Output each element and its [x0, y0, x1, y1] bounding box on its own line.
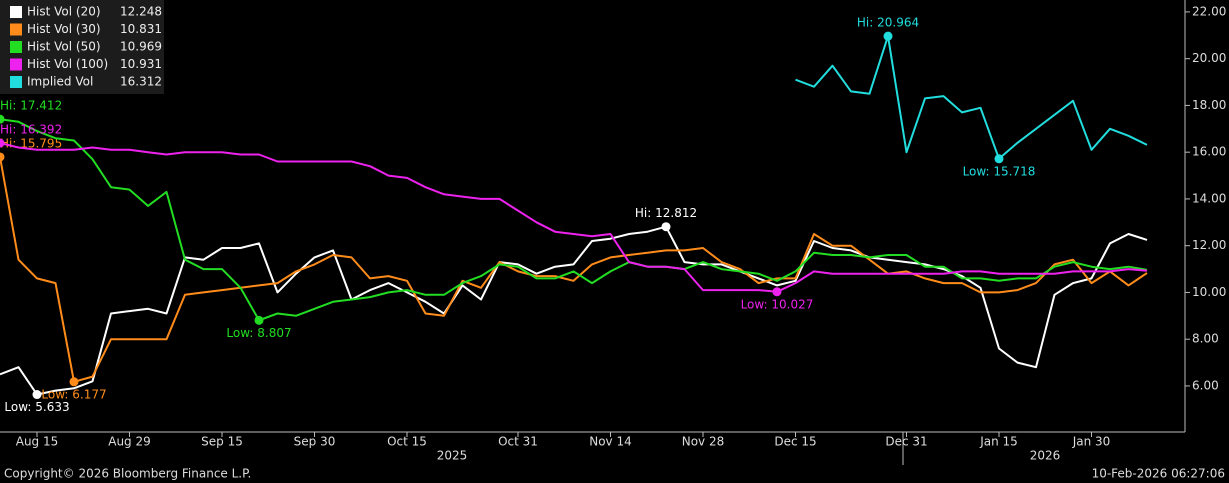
legend-swatch: [10, 23, 22, 36]
extreme-marker: [254, 315, 264, 325]
legend-label: Hist Vol (30): [27, 22, 101, 36]
extreme-marker: [32, 390, 42, 400]
legend-label: Hist Vol (50): [27, 40, 101, 54]
extreme-marker: [661, 222, 671, 232]
legend-value: 10.931: [120, 57, 162, 71]
x-tick-label: Dec 15: [774, 435, 816, 449]
legend-value: 10.831: [120, 22, 162, 36]
y-tick-label: 6.00: [1192, 378, 1219, 392]
y-tick-label: 10.00: [1192, 285, 1226, 299]
extreme-label: Low: 6.177: [41, 387, 106, 401]
x-tick-label: Oct 15: [387, 435, 427, 449]
legend-value: 12.248: [120, 5, 162, 19]
extreme-label: Low: 10.027: [741, 297, 814, 311]
extreme-label: Hi: 12.812: [635, 206, 697, 220]
extreme-marker: [69, 377, 79, 387]
series-line: [0, 156, 1148, 383]
legend-box: [0, 0, 164, 94]
extreme-marker: [0, 152, 5, 162]
extreme-label: Low: 15.718: [963, 164, 1036, 178]
x-tick-label: Aug 15: [16, 435, 59, 449]
legend-swatch: [10, 41, 22, 53]
legend-label: Implied Vol: [27, 75, 93, 89]
x-tick-label: Jan 30: [1072, 435, 1111, 449]
legend-value: 16.312: [120, 75, 162, 89]
extreme-marker: [883, 31, 893, 41]
x-tick-label: Oct 31: [498, 435, 538, 449]
extreme-label: Low: 8.807: [226, 326, 291, 340]
y-tick-label: 8.00: [1192, 332, 1219, 346]
y-tick-label: 22.00: [1192, 4, 1226, 18]
legend-swatch: [10, 58, 22, 71]
timestamp: 10-Feb-2026 06:27:06: [1092, 467, 1225, 481]
y-tick-label: 16.00: [1192, 145, 1226, 159]
legend-swatch: [10, 76, 22, 88]
x-tick-label: Aug 29: [108, 435, 151, 449]
extreme-marker: [0, 138, 5, 148]
series-line: [0, 142, 1148, 293]
y-tick-label: 18.00: [1192, 98, 1226, 112]
legend-swatch: [10, 6, 22, 18]
x-tick-label: Dec 31: [885, 435, 927, 449]
legend: Hist Vol (20) 12.248 Hist Vol (30) 10.831 Hi…: [0, 0, 164, 94]
extreme-marker: [772, 287, 782, 297]
y-tick-label: 12.00: [1192, 238, 1226, 252]
extreme-label: Hi: 17.412: [0, 99, 62, 113]
x-tick-label: Sep 15: [201, 435, 243, 449]
series-line: [795, 35, 1148, 160]
extreme-label: Hi: 20.964: [857, 16, 919, 30]
x-group-label: 2026: [1030, 449, 1061, 463]
y-tick-label: 20.00: [1192, 51, 1226, 65]
copyright: Copyright© 2026 Bloomberg Finance L.P.: [4, 467, 251, 481]
x-tick-label: Nov 28: [682, 435, 725, 449]
extreme-label: Hi: 16.392: [0, 123, 62, 137]
legend-value: 10.969: [120, 40, 162, 54]
extreme-marker: [0, 114, 5, 124]
legend-label: Hist Vol (100): [27, 57, 108, 71]
series-line: [0, 118, 1148, 322]
x-tick-label: Nov 14: [589, 435, 632, 449]
extreme-label: Low: 5.633: [4, 400, 69, 414]
x-tick-label: Jan 15: [979, 435, 1018, 449]
x-group-label: 2025: [437, 449, 468, 463]
y-tick-label: 14.00: [1192, 191, 1226, 205]
x-tick-label: Sep 30: [294, 435, 336, 449]
extreme-marker: [994, 154, 1004, 164]
legend-label: Hist Vol (20): [27, 5, 101, 19]
